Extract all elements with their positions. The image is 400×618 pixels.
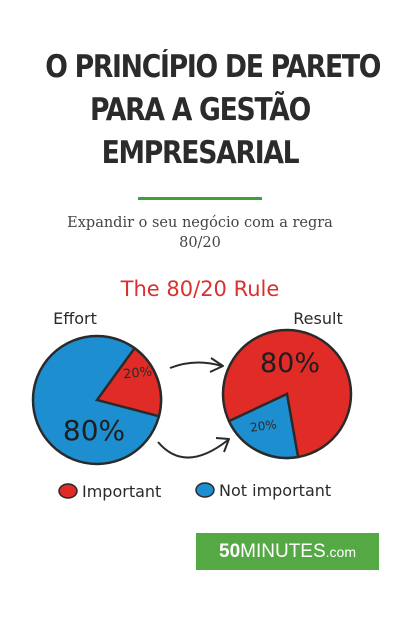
result-label: Result bbox=[293, 309, 342, 328]
title-line-2: PARA A GESTÃO bbox=[89, 92, 311, 128]
title-divider bbox=[138, 197, 262, 200]
legend-not-important-label: Not important bbox=[219, 481, 331, 500]
title-line-3: EMPRESARIAL bbox=[101, 135, 300, 171]
publisher-number: 50 bbox=[219, 541, 241, 562]
legend-important-label: Important bbox=[82, 482, 161, 501]
arrow-right-icon bbox=[169, 357, 224, 373]
title-line-1: O PRINCÍPIO DE PARETO bbox=[45, 49, 381, 85]
pareto-illustration: The 80/20 Rule Effort Result 20% 80% bbox=[0, 262, 400, 512]
pareto-illustration-svg: The 80/20 Rule Effort Result 20% 80% bbox=[31, 277, 353, 501]
legend-important-swatch bbox=[58, 483, 78, 499]
book-subtitle: Expandir o seu negócio com a regra 80/20 bbox=[40, 213, 360, 253]
effort-label: Effort bbox=[53, 309, 97, 328]
illustration-heading: The 80/20 Rule bbox=[120, 277, 280, 301]
result-small-label: 20% bbox=[249, 417, 277, 435]
subtitle-line-1: Expandir o seu negócio com a regra bbox=[67, 215, 333, 231]
subtitle-line-2: 80/20 bbox=[179, 235, 221, 251]
publisher-word: MINUTES bbox=[240, 541, 326, 562]
effort-big-label: 80% bbox=[63, 414, 125, 447]
arrow-right-icon bbox=[157, 437, 230, 459]
effort-important-slice bbox=[94, 346, 163, 418]
result-big-label: 80% bbox=[260, 348, 320, 379]
publisher-domain: .com bbox=[325, 544, 356, 560]
legend: Important Not important bbox=[58, 481, 331, 501]
effort-small-label: 20% bbox=[122, 365, 152, 383]
result-not-important-slice bbox=[227, 392, 300, 460]
publisher-logo: 50MINUTES.com bbox=[196, 533, 379, 570]
book-title: O PRINCÍPIO DE PARETO PARA A GESTÃO EMPR… bbox=[45, 46, 381, 175]
legend-not-important-swatch bbox=[195, 482, 215, 498]
result-pie: 80% 20% bbox=[221, 328, 353, 460]
effort-pie: 20% 80% bbox=[31, 334, 163, 466]
